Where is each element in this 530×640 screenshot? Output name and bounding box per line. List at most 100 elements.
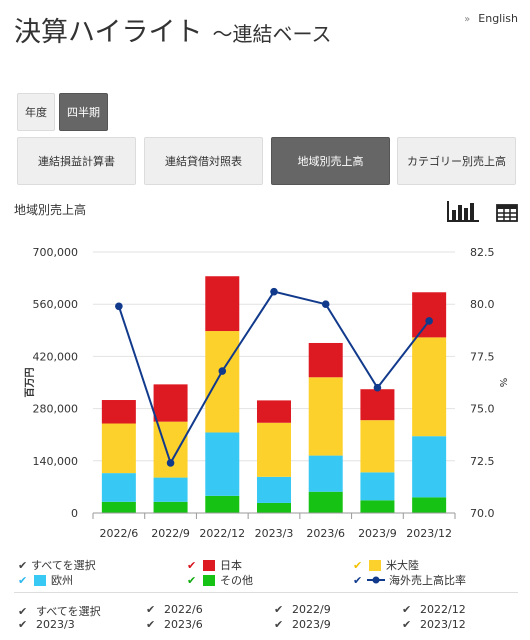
legend-item-all[interactable]: ✔ すべてを選択: [18, 557, 96, 573]
legend-label: 欧州: [51, 574, 73, 587]
x-tick-label: 2022/9: [151, 527, 190, 540]
line-point: [373, 383, 382, 392]
tab-quarterly[interactable]: 四半期: [59, 93, 108, 131]
y-axis-title: 百万円: [24, 368, 36, 398]
regional-sales-chart: 0 140,000 280,000 420,000 560,000 700,000 70.0…: [24, 246, 508, 540]
legend-line-icon: [367, 576, 385, 584]
y-tick-label: 560,000: [33, 298, 79, 311]
y-tick-label: 140,000: [33, 455, 79, 468]
bar-chart-icon[interactable]: [446, 199, 480, 227]
check-icon: ✔: [402, 618, 412, 631]
tab-regional-sales[interactable]: 地域別売上高: [271, 137, 390, 185]
page-title: 決算ハイライト ～連結ベース: [14, 10, 331, 49]
y2-tick-label: 77.5: [470, 350, 495, 363]
period-filter-item[interactable]: ✔ 2023/9: [274, 618, 331, 631]
legend-label: 日本: [220, 559, 242, 572]
view-switcher: [446, 199, 518, 227]
period-tabs: 年度 四半期: [17, 93, 108, 131]
bar-segment-japan: [101, 400, 136, 424]
y-tick-label: 280,000: [33, 403, 79, 416]
bar-segment-europe: [308, 455, 343, 492]
english-link-label: English: [478, 12, 518, 25]
bar-segment-other: [205, 495, 240, 513]
legend-item-japan[interactable]: ✔ 日本: [187, 557, 242, 573]
tab-annual[interactable]: 年度: [17, 93, 55, 131]
x-tick-label: 2022/12: [199, 527, 245, 540]
period-filter-label: 2023/3: [36, 618, 75, 631]
legend-label: すべてを選択: [31, 559, 96, 572]
period-filter-label: すべてを選択: [36, 605, 101, 618]
section-title: 地域別売上高: [14, 203, 87, 217]
period-filter-item[interactable]: ✔ 2022/12: [402, 603, 466, 616]
y-tick-label: 0: [71, 507, 78, 520]
legend-swatch-europe: [34, 574, 46, 586]
bar-segment-other: [153, 501, 188, 513]
bar-segment-japan: [257, 400, 291, 423]
period-filter-item[interactable]: ✔ 2023/6: [146, 618, 203, 631]
bar-segment-americas: [412, 337, 447, 437]
y2-tick-label: 82.5: [470, 246, 495, 259]
period-filter-label: 2023/12: [420, 618, 466, 631]
check-icon: ✔: [187, 573, 197, 587]
y2-axis-title: %: [497, 378, 508, 388]
period-filter-list: ✔ すべてを選択 ✔ 2022/6 ✔ 2022/9 ✔ 2022/12 ✔ 2023/3…: [18, 603, 518, 633]
tab-category-sales[interactable]: カテゴリー別売上高: [397, 137, 516, 185]
bar-segment-europe: [205, 432, 240, 496]
chart-legend: ✔ すべてを選択 ✔ 日本 ✔ 米大陸 ✔ 欧州 ✔ その他 ✔ 海外売上高比率: [18, 557, 518, 588]
legend-label: 海外売上高比率: [389, 574, 466, 587]
legend-swatch-other: [203, 574, 215, 586]
bar-segment-europe: [153, 477, 188, 502]
period-filter-item[interactable]: ✔ 2023/3: [18, 618, 75, 631]
x-tick-label: 2023/12: [406, 527, 452, 540]
x-tick-label: 2022/6: [100, 527, 139, 540]
legend-swatch-japan: [203, 559, 215, 571]
y2-tick-label: 72.5: [470, 455, 495, 468]
y2-tick-label: 75.0: [470, 403, 495, 416]
legend-item-europe[interactable]: ✔ 欧州: [18, 572, 73, 588]
check-icon: ✔: [146, 603, 156, 616]
line-point: [270, 287, 278, 296]
bar-segment-japan: [412, 292, 447, 338]
bar-segment-japan: [205, 276, 240, 332]
statement-tabs: 連結損益計算書 連結貸借対照表 地域別売上高 カテゴリー別売上高: [17, 137, 517, 185]
bar-segment-americas: [257, 422, 291, 477]
tab-income-statement[interactable]: 連結損益計算書: [17, 137, 136, 185]
page-title-main: 決算ハイライト: [14, 17, 203, 48]
y-tick-label: 700,000: [33, 246, 79, 259]
check-icon: ✔: [146, 618, 156, 631]
check-icon: ✔: [353, 573, 363, 587]
legend-item-other[interactable]: ✔ その他: [187, 572, 253, 588]
period-filter-all[interactable]: ✔ すべてを選択: [18, 603, 101, 619]
check-icon: ✔: [187, 558, 197, 572]
period-filter-item[interactable]: ✔ 2023/12: [402, 618, 466, 631]
period-filter-label: 2022/12: [420, 603, 466, 616]
legend-item-overseas-ratio[interactable]: ✔ 海外売上高比率: [353, 572, 466, 588]
check-icon: ✔: [18, 573, 28, 587]
y2-tick-label: 70.0: [470, 507, 495, 520]
legend-item-americas[interactable]: ✔ 米大陸: [353, 557, 419, 573]
bar-segment-americas: [101, 423, 136, 474]
period-filter-item[interactable]: ✔ 2022/9: [274, 603, 331, 616]
check-icon: ✔: [274, 603, 284, 616]
divider: [14, 592, 518, 593]
period-filter-label: 2022/9: [292, 603, 331, 616]
bar-segment-japan: [360, 389, 395, 421]
check-icon: ✔: [402, 603, 412, 616]
bar-segment-europe: [101, 473, 136, 502]
bar-segment-other: [360, 500, 395, 513]
bar-segment-europe: [412, 436, 447, 498]
check-icon: ✔: [274, 618, 284, 631]
check-icon: ✔: [18, 558, 28, 572]
period-filter-item[interactable]: ✔ 2022/6: [146, 603, 203, 616]
line-point: [218, 367, 227, 375]
check-icon: ✔: [18, 604, 28, 618]
check-icon: ✔: [18, 618, 28, 631]
bar-segment-other: [101, 501, 136, 513]
table-icon[interactable]: [496, 203, 518, 227]
english-link[interactable]: » English: [464, 12, 518, 25]
bar-segment-europe: [257, 476, 291, 503]
bar-segment-other: [412, 497, 447, 513]
tab-balance-sheet[interactable]: 連結貸借対照表: [144, 137, 263, 185]
x-tick-label: 2023/9: [358, 527, 397, 540]
period-filter-label: 2023/6: [164, 618, 203, 631]
